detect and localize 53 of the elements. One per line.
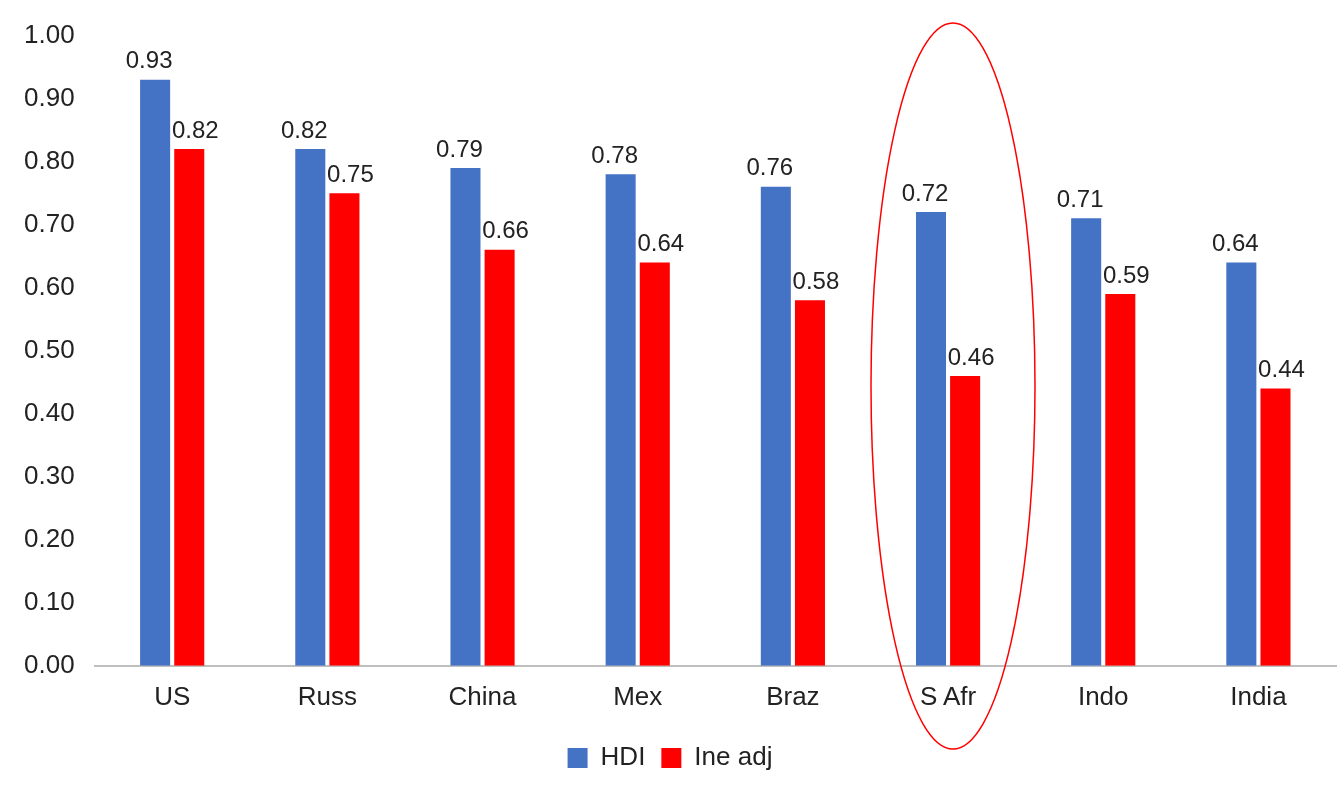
legend-label: HDI	[600, 741, 646, 772]
data-label: 0.64	[1211, 229, 1259, 257]
bar	[1260, 388, 1291, 666]
bar	[174, 149, 205, 666]
bar	[639, 262, 670, 666]
bar	[950, 375, 981, 666]
bar	[484, 249, 515, 666]
bar	[915, 212, 947, 666]
y-tick-label: 0.70	[23, 207, 75, 238]
x-tick-label: S Afr	[919, 680, 977, 711]
y-tick-label: 1.00	[23, 18, 75, 49]
bar	[794, 300, 825, 666]
x-tick-label: India	[1230, 680, 1288, 711]
data-label: 0.64	[637, 229, 685, 257]
y-tick-label: 0.20	[23, 522, 75, 553]
bar	[605, 174, 636, 666]
legend-label: Ine adj	[694, 741, 773, 772]
data-label: 0.72	[901, 178, 949, 206]
y-tick-label: 0.00	[23, 648, 75, 679]
data-label: 0.71	[1056, 184, 1104, 212]
data-label: 0.82	[171, 115, 219, 143]
x-tick-label: US	[154, 680, 191, 711]
y-tick-label: 0.90	[23, 81, 75, 112]
x-tick-label: Mex	[613, 680, 663, 711]
data-label: 0.79	[436, 134, 483, 162]
bar	[329, 193, 360, 666]
bar	[1071, 218, 1102, 666]
bar	[450, 167, 481, 666]
x-tick-label: Russ	[297, 680, 357, 711]
y-tick-label: 0.80	[23, 144, 75, 175]
data-label: 0.76	[746, 153, 794, 181]
data-label: 0.58	[792, 266, 840, 294]
bar	[295, 149, 326, 666]
bar	[1105, 293, 1136, 666]
data-label: 0.66	[482, 216, 529, 244]
bar	[760, 186, 791, 666]
y-tick-label: 0.60	[23, 270, 75, 301]
data-label: 0.75	[327, 159, 374, 187]
data-label: 0.44	[1258, 355, 1305, 383]
bar	[1226, 262, 1257, 666]
bar	[140, 79, 171, 666]
data-label: 0.93	[125, 46, 173, 74]
y-tick-label: 0.10	[23, 585, 75, 616]
y-tick-label: 0.40	[23, 396, 75, 427]
x-tick-label: China	[448, 680, 518, 711]
data-label: 0.46	[947, 342, 995, 370]
y-tick-label: 0.30	[23, 459, 75, 490]
y-tick-label: 0.50	[23, 333, 75, 364]
data-label: 0.82	[280, 115, 328, 143]
data-label: 0.59	[1102, 260, 1150, 288]
x-tick-label: Braz	[766, 680, 820, 711]
x-tick-label: Indo	[1077, 680, 1129, 711]
data-label: 0.78	[591, 140, 638, 168]
